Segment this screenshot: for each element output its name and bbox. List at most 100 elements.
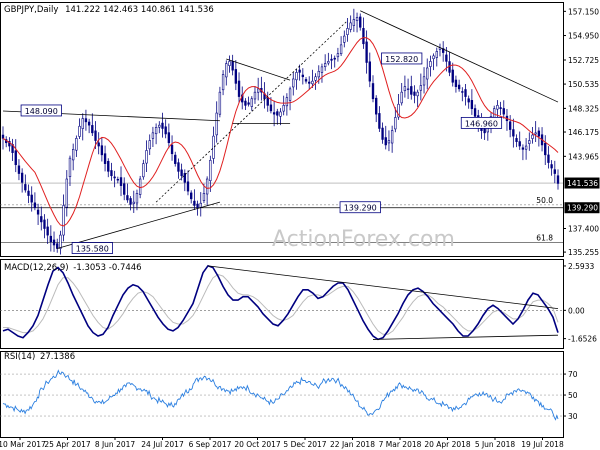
candle-body [161, 122, 164, 129]
candle-body [228, 61, 231, 66]
candle-body [253, 91, 257, 100]
candle-body [43, 219, 46, 229]
candle-body [257, 88, 260, 93]
candle-body [521, 147, 525, 150]
candle-body [403, 86, 407, 92]
macd-trend-line [372, 334, 559, 340]
candle-body [269, 104, 273, 112]
candle-body [419, 85, 423, 91]
candle-body [537, 130, 541, 137]
candle-body [250, 98, 253, 107]
price-annotation-label: 148.090 [25, 107, 58, 116]
candle-body [352, 19, 356, 26]
macd-y-tick-label: -1.6526 [568, 335, 597, 344]
candle-body [553, 169, 556, 174]
candle-body [413, 91, 416, 96]
candle-body [36, 209, 40, 215]
candle-body [151, 132, 155, 139]
candle-body [394, 117, 397, 130]
panel-frames [0, 2, 564, 438]
rsi-title-name: RSI(14) [4, 352, 35, 362]
price-annotation-label: 152.820 [385, 55, 418, 64]
candle-body [426, 67, 429, 80]
candle-body [199, 202, 202, 208]
candle-body [550, 164, 553, 169]
candle-body [387, 140, 391, 144]
rsi-y-tick-label: 70 [568, 370, 578, 379]
candle-body [323, 63, 327, 68]
candle-body [285, 97, 289, 107]
price-y-tick-label: 154.950 [568, 32, 599, 41]
candle-body [544, 142, 547, 156]
candle-body [237, 80, 241, 97]
macd-title: MACD(12,26,9) -1.3053 -0.7446 [4, 263, 142, 273]
candle-body [330, 58, 333, 61]
candle-body [142, 163, 145, 178]
candle-body [100, 145, 104, 156]
candle-body [225, 63, 228, 78]
candle-body [292, 78, 295, 88]
candle-body [138, 178, 142, 195]
candle-body [416, 91, 419, 97]
candle-body [276, 111, 279, 116]
candle-body [87, 121, 91, 126]
candle-body [320, 66, 324, 73]
price-y-tick-label: 146.175 [568, 128, 599, 137]
candle-body [298, 69, 301, 73]
x-tick-label: 25 Apr 2017 [44, 440, 91, 449]
candle-body [103, 153, 107, 164]
price-annotation-label: 146.960 [465, 119, 498, 128]
candle-body [518, 141, 521, 147]
price-y-tick-label: 150.535 [568, 80, 599, 89]
panel-frame-0 [0, 2, 564, 257]
candle-body [24, 184, 27, 191]
candle-body [209, 160, 212, 182]
candle-body [129, 198, 132, 205]
candle-body [167, 132, 171, 144]
x-tick-label: 7 Mar 2018 [379, 440, 422, 449]
moving-average-line [2, 37, 559, 227]
candle-body [461, 91, 464, 93]
x-tick-label: 8 Jun 2017 [95, 440, 136, 449]
candle-body [196, 203, 199, 208]
candle-body [304, 79, 308, 82]
macd-title-name: MACD(12,26,9) [4, 263, 69, 273]
candle-body [496, 105, 499, 110]
candle-body [282, 105, 285, 112]
candle-body [375, 97, 378, 115]
candle-body [126, 195, 129, 201]
price-y-tick-label: 143.965 [568, 152, 599, 161]
candle-body [33, 202, 37, 208]
candle-body [381, 127, 384, 140]
price-annotation-box [460, 116, 503, 129]
price-annotation-box [20, 104, 62, 117]
candle-body [308, 81, 311, 84]
panel-frame-1 [0, 259, 564, 349]
macd-y-tick-label: 0.00 [568, 306, 585, 315]
candle-body [135, 193, 139, 204]
candle-body [68, 157, 72, 177]
candle-body [499, 107, 502, 109]
candle-body [49, 235, 53, 243]
rsi-y-tick-label: 50 [568, 391, 578, 400]
candle-body [451, 69, 454, 83]
candle-body [40, 216, 43, 223]
candle-body [231, 61, 234, 71]
candle-body [470, 100, 474, 109]
candle-body [464, 89, 467, 97]
panel-frame-2 [0, 351, 564, 438]
last-price-tag-bg [564, 177, 600, 189]
candle-body [295, 72, 298, 81]
support-price-tag: 139.290 [567, 204, 598, 213]
candle-body [445, 54, 448, 62]
candle-body [371, 83, 375, 100]
trend-line [57, 201, 221, 249]
candle-body [410, 86, 413, 95]
candle-body [119, 177, 123, 186]
candle-body [429, 61, 432, 67]
candle-body [390, 130, 394, 144]
candle-body [435, 51, 438, 58]
candle-body [78, 125, 81, 137]
candle-body [279, 111, 282, 117]
